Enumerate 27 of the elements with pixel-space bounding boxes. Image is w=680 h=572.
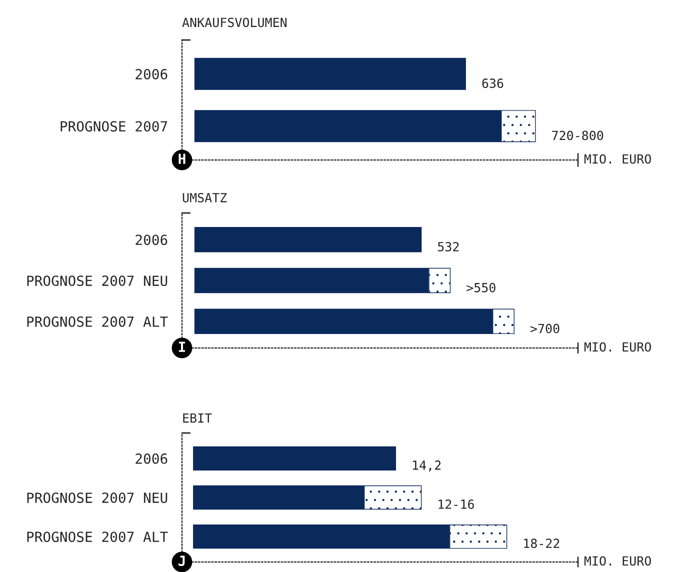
data-label: 532: [438, 242, 459, 252]
y-tick-label: 2006: [136, 234, 168, 246]
y-tick-label: PROGNOSE 2007 NEU: [27, 276, 168, 286]
x-axis-title: MIO. EURO: [584, 342, 651, 352]
y-tick-label: PROGNOSE 2007 ALT: [27, 532, 168, 542]
y-tick-label: PROGNOSE 2007 ALT: [27, 316, 168, 327]
annotation: J: [178, 556, 185, 566]
chart-title: ANKAUFSVOLUMEN: [182, 18, 287, 28]
y-tick-label: PROGNOSE 2007: [60, 121, 168, 132]
chart-title: EBIT: [183, 413, 212, 423]
data-label: 18-22: [524, 538, 560, 548]
data-label: 636: [482, 78, 504, 88]
x-axis-title: MIO. EURO: [584, 154, 651, 164]
chart-title: UMSATZ: [182, 192, 227, 202]
y-tick-label: 2006: [136, 453, 168, 464]
data-label: 12-16: [438, 500, 474, 509]
data-label: >700: [530, 324, 560, 334]
x-axis-title: MIO. EURO: [584, 556, 651, 566]
data-label: 14,2: [413, 460, 441, 472]
bar: [193, 446, 396, 470]
annotation: H: [178, 154, 186, 164]
data-label: >550: [466, 282, 496, 292]
y-tick-label: PROGNOSE 2007 NEU: [27, 492, 168, 504]
data-label: 720-800: [552, 130, 604, 140]
bar: [194, 226, 422, 252]
y-tick-label: 2006: [136, 68, 168, 80]
annotation: I: [178, 342, 186, 352]
